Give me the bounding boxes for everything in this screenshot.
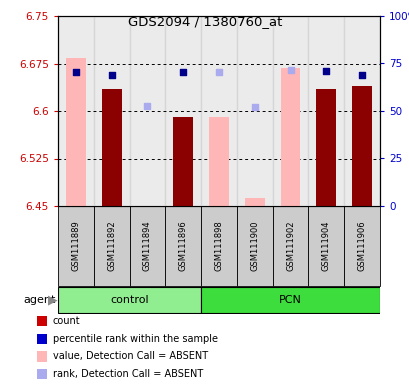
Bar [201,206,236,286]
Text: ▶: ▶ [48,293,57,306]
Text: GSM111896: GSM111896 [178,221,187,271]
Text: PCN: PCN [279,295,301,305]
Text: percentile rank within the sample: percentile rank within the sample [53,334,217,344]
Point [72,69,79,75]
Bar [351,86,371,206]
Bar [101,89,121,206]
Bar [308,206,344,286]
Bar [344,206,379,286]
Point [322,68,329,74]
Text: GDS2094 / 1380760_at: GDS2094 / 1380760_at [128,15,281,28]
Point [180,69,186,75]
Text: agent: agent [24,295,56,305]
Bar [58,286,201,313]
Point [251,104,257,110]
Point [287,68,293,74]
Bar [173,118,193,206]
Text: rank, Detection Call = ABSENT: rank, Detection Call = ABSENT [53,369,202,379]
Text: value, Detection Call = ABSENT: value, Detection Call = ABSENT [53,351,207,361]
Bar [58,16,94,206]
Text: GSM111898: GSM111898 [214,221,223,271]
Bar [344,16,379,206]
Bar [272,16,308,206]
Point [358,72,364,78]
Bar [165,206,201,286]
Text: control: control [110,295,148,305]
Bar [236,16,272,206]
Text: GSM111900: GSM111900 [249,221,258,271]
Bar [36,334,47,344]
Point [215,69,222,75]
Bar [66,58,85,206]
Bar [36,316,47,326]
Text: GSM111902: GSM111902 [285,221,294,271]
Bar [129,206,165,286]
Bar [58,206,94,286]
Bar [244,199,264,206]
Point [144,103,151,109]
Text: count: count [53,316,80,326]
Text: GSM111904: GSM111904 [321,221,330,271]
Text: GSM111906: GSM111906 [357,221,366,271]
Point [108,72,115,78]
Bar [201,16,236,206]
Bar [94,16,129,206]
Bar [36,351,47,361]
Bar [308,16,344,206]
Bar [272,206,308,286]
Text: GSM111894: GSM111894 [143,221,152,271]
Bar [129,16,165,206]
Bar [316,89,335,206]
Text: GSM111892: GSM111892 [107,221,116,271]
Bar [209,118,228,206]
Bar [280,68,300,206]
Bar [201,286,379,313]
Bar [236,206,272,286]
Bar [36,369,47,379]
Bar [94,206,129,286]
Bar [165,16,201,206]
Text: GSM111889: GSM111889 [71,221,80,271]
